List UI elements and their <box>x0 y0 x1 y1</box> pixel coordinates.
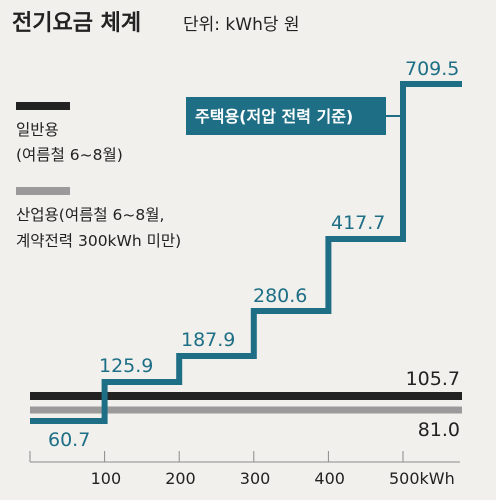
x-tick-label-400: 400 <box>314 469 345 488</box>
residential-value-label-0: 60.7 <box>48 429 90 451</box>
residential-value-label-2: 187.9 <box>181 329 235 351</box>
residential-value-label-3: 280.6 <box>253 285 307 307</box>
general-value-label: 105.7 <box>406 368 460 390</box>
x-tick-label-500: 500kWh <box>389 469 455 488</box>
chart-title: 전기요금 체계 <box>12 11 141 36</box>
legend-general-line2: (여름철 6~8월) <box>16 146 123 164</box>
x-tick-label-200: 200 <box>165 469 196 488</box>
x-tick-label-100: 100 <box>91 469 122 488</box>
chart-unit: 단위: kWh당 원 <box>183 15 300 35</box>
residential-step-series: 60.7 125.9 187.9 280.6 417.7 709.5 <box>30 58 462 451</box>
residential-callout-label: 주택용(저압 전력 기준) <box>195 107 353 126</box>
residential-value-label-1: 125.9 <box>99 355 153 377</box>
residential-value-label-4: 417.7 <box>331 212 385 234</box>
x-tick-label-300: 300 <box>240 469 271 488</box>
residential-value-label-5: 709.5 <box>405 58 459 80</box>
x-axis-ticks: 100 200 300 400 500kWh <box>29 451 455 488</box>
industrial-value-label: 81.0 <box>418 419 460 441</box>
flat-lines: 105.7 81.0 <box>30 368 462 441</box>
legend-industrial-line1: 산업용(여름철 6~8월, <box>16 206 164 224</box>
residential-step-line <box>30 81 462 424</box>
legend-general-line1: 일반용 <box>16 121 59 139</box>
residential-callout-box <box>186 97 386 135</box>
legend-industrial-line2: 계약전력 300kWh 미만) <box>16 232 181 250</box>
